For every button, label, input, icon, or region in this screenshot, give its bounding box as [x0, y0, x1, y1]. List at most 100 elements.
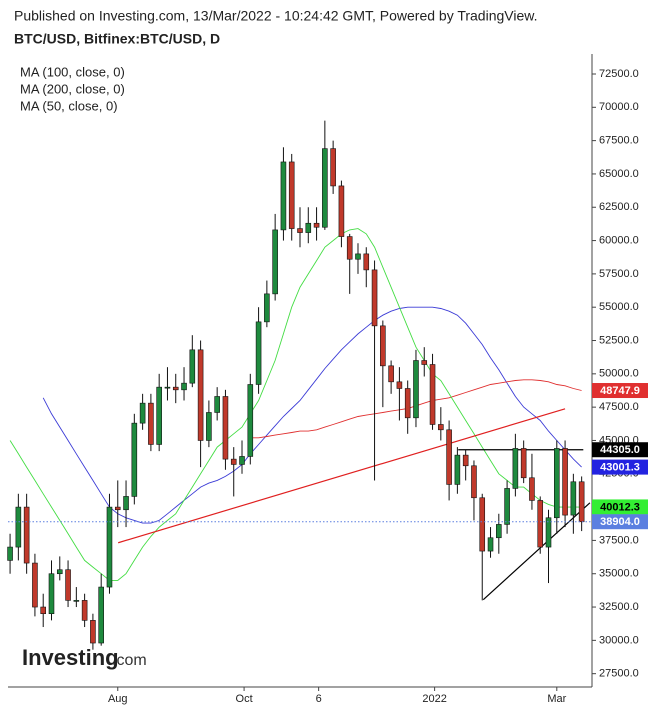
y-tick-label: 67500.0: [599, 135, 639, 147]
ma-line: [42, 306, 582, 524]
candle-body: [520, 448, 527, 479]
y-tick-label: 70000.0: [599, 101, 639, 113]
candle-body: [230, 458, 237, 465]
y-tick-label: 57500.0: [599, 268, 639, 280]
candle-body: [247, 384, 254, 457]
x-tick-label: Aug: [108, 693, 128, 705]
candle-body: [454, 454, 461, 485]
candle-body: [487, 537, 494, 552]
candle-body: [305, 222, 312, 233]
y-tick-label: 30000.0: [599, 634, 639, 646]
candle-body: [313, 222, 320, 228]
candle-body: [479, 497, 486, 552]
candle-body: [81, 600, 88, 621]
candle-body: [288, 161, 295, 229]
price-label: 44305.0: [600, 444, 640, 456]
candle-body: [156, 386, 162, 445]
y-tick-label: 62500.0: [599, 201, 639, 213]
y-tick-label: 72500.0: [599, 68, 639, 80]
candle-body: [429, 364, 436, 425]
price-label-box: [592, 514, 648, 530]
candle-body: [181, 382, 187, 391]
candle-body: [90, 620, 96, 644]
candle-body: [255, 321, 262, 385]
candle-body: [578, 481, 585, 523]
y-tick-label: 55000.0: [599, 301, 639, 313]
chart-title: BTC/USD, Bitfinex:BTC/USD, D: [14, 31, 220, 47]
y-tick-label: 32500.0: [599, 601, 639, 613]
candle-body: [554, 448, 560, 519]
candle-body: [189, 349, 196, 384]
candle-body: [106, 506, 113, 588]
x-tick-label: 2022: [422, 693, 446, 705]
candle-body: [32, 562, 38, 608]
candle-body: [413, 360, 419, 419]
plot-area: [7, 120, 591, 650]
x-tick-label: Mar: [547, 693, 566, 705]
x-tick-label: 6: [316, 693, 322, 705]
candle-body: [264, 293, 270, 323]
publisher-note: Published on Investing.com, 13/Mar/2022 …: [14, 8, 537, 24]
candle-body: [446, 429, 452, 485]
ma-line: [9, 228, 582, 581]
candle-body: [338, 185, 345, 237]
candle-body: [23, 506, 30, 564]
candle-body: [297, 228, 303, 233]
candle-body: [421, 360, 428, 365]
price-label: 40012.3: [600, 501, 640, 513]
y-tick-label: 35000.0: [599, 568, 639, 580]
y-tick-label: 60000.0: [599, 234, 639, 246]
legend-entry: MA (100, close, 0): [20, 64, 125, 79]
candle-body: [272, 229, 278, 295]
y-tick-label: 47500.0: [599, 401, 639, 413]
price-label-box: [592, 459, 648, 475]
candle-body: [562, 448, 568, 516]
candle-body: [73, 600, 80, 602]
candle-body: [545, 517, 552, 548]
trendline: [482, 502, 591, 601]
candle-body: [7, 546, 13, 561]
candle-body: [529, 477, 535, 501]
candle-body: [388, 365, 394, 383]
candle-body: [280, 161, 287, 231]
candle-body: [570, 481, 577, 516]
y-tick-label: 50000.0: [599, 368, 639, 380]
candle-body: [504, 488, 510, 525]
candle-body: [537, 500, 544, 548]
candle-body: [512, 448, 519, 489]
watermark-suffix: .com: [112, 652, 147, 669]
y-tick-label: 37500.0: [599, 534, 639, 546]
candle-body: [206, 412, 212, 441]
price-label: 38904.0: [600, 516, 640, 528]
candle-body: [471, 465, 477, 499]
candle-body: [40, 606, 46, 615]
y-tick-label: 65000.0: [599, 168, 639, 180]
candle-body: [139, 402, 146, 424]
trendline: [118, 408, 566, 544]
price-label-box: [592, 383, 648, 399]
y-tick-label: 27500.0: [599, 668, 639, 680]
candle-body: [148, 402, 154, 445]
candle-body: [322, 148, 328, 228]
candle-body: [380, 325, 386, 367]
price-label-box: [592, 442, 648, 458]
candle-body: [239, 456, 245, 465]
watermark: Investing: [22, 645, 119, 670]
candle-body: [197, 349, 204, 441]
candle-body: [48, 573, 55, 615]
x-tick-label: Oct: [236, 693, 253, 705]
candle-body: [355, 253, 361, 260]
candle-body: [98, 586, 104, 644]
candle-body: [114, 506, 121, 511]
y-tick-label: 52500.0: [599, 334, 639, 346]
candle-body: [363, 253, 370, 271]
candle-body: [330, 148, 336, 187]
price-label-box: [592, 499, 648, 515]
candle-body: [15, 506, 22, 548]
candle-body: [438, 424, 444, 431]
candle-body: [496, 524, 502, 539]
legend-entry: MA (50, close, 0): [20, 98, 118, 113]
legend-entry: MA (200, close, 0): [20, 81, 125, 96]
candle-body: [131, 422, 138, 497]
price-label: 48747.9: [600, 385, 640, 397]
